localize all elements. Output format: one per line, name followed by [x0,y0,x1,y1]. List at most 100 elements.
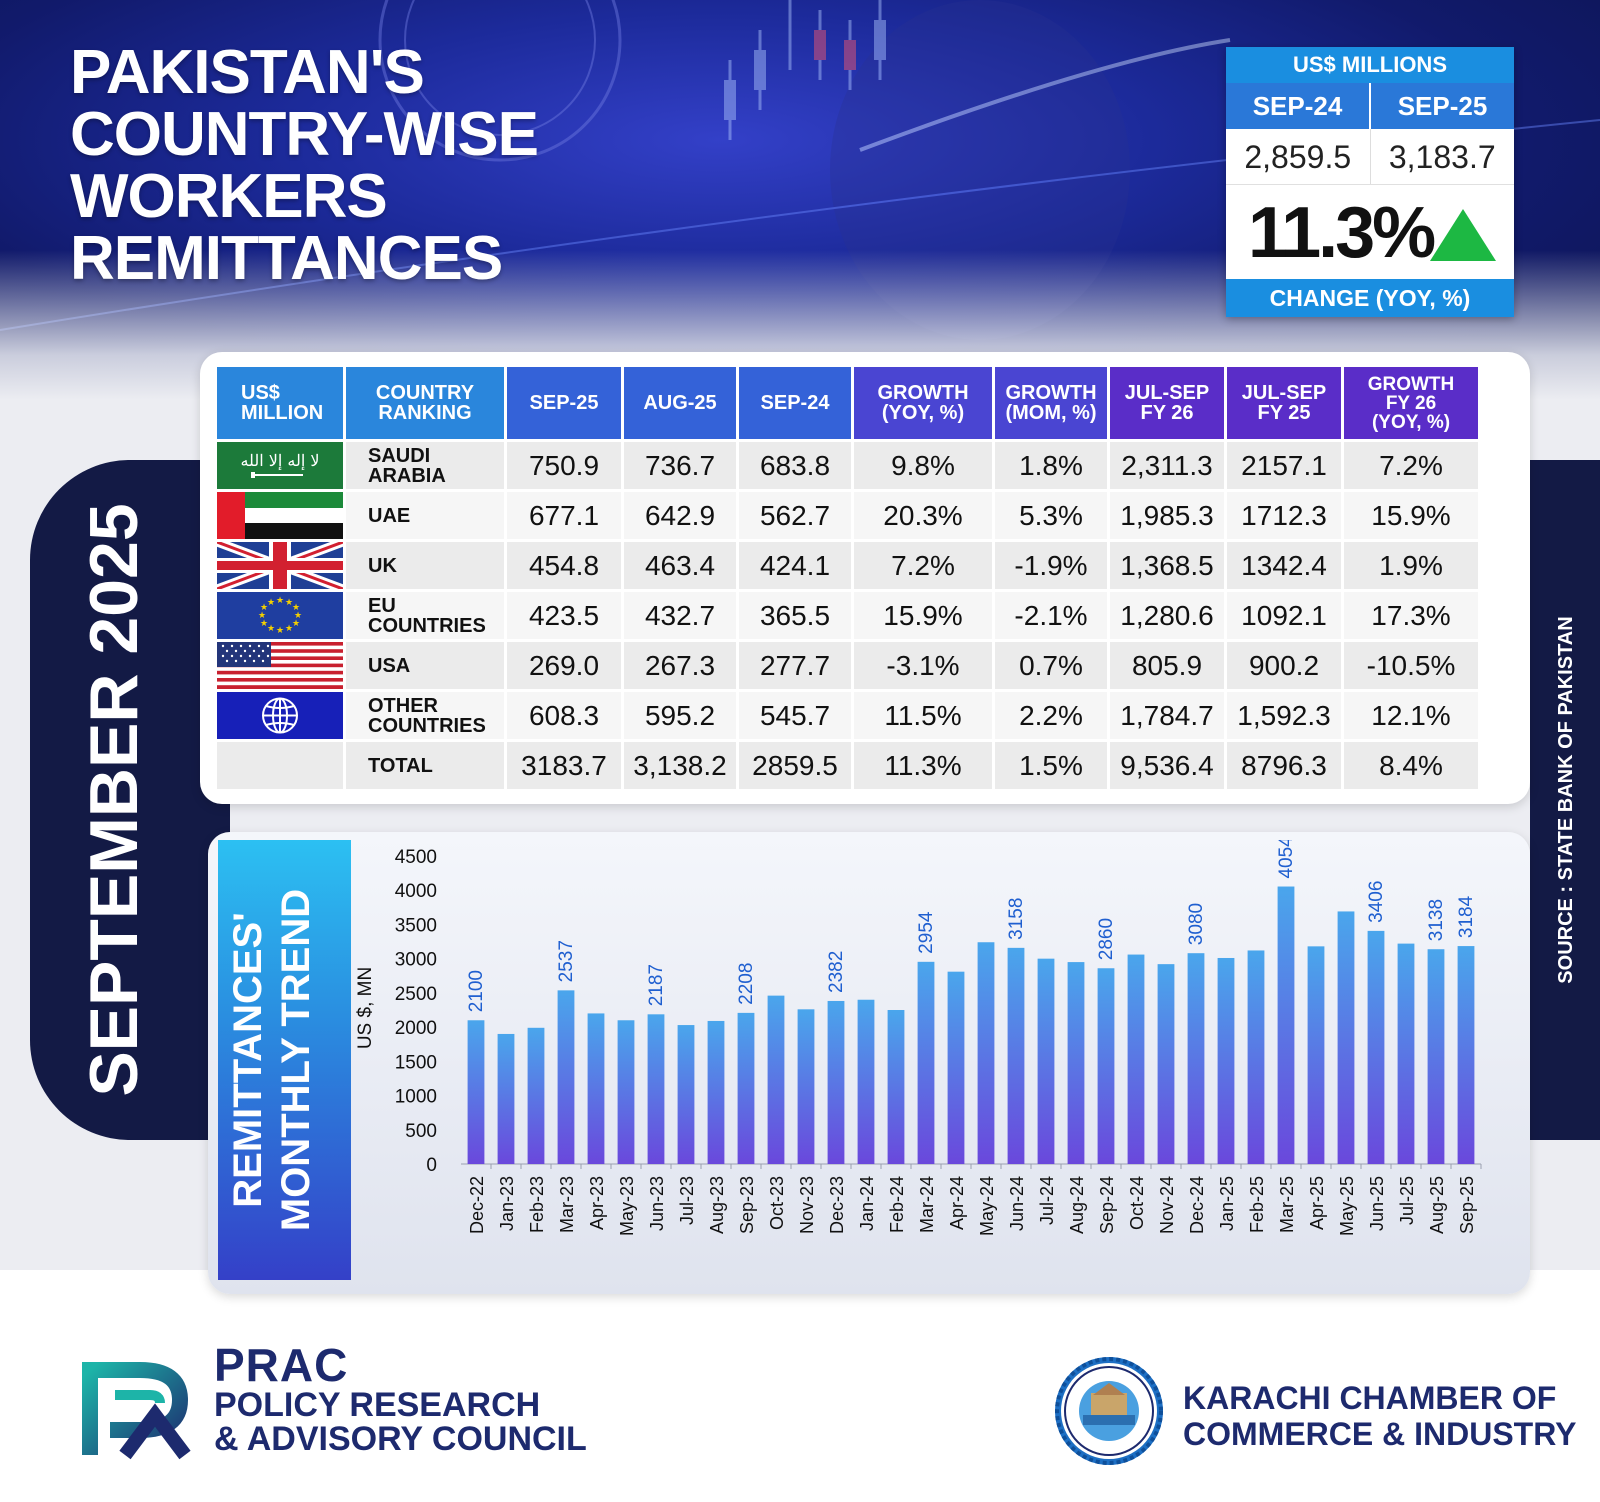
summary-change-value: 11.3% [1248,193,1436,273]
x-tick-label: Dec-22 [467,1176,487,1234]
bar [857,999,875,1164]
x-tick-label: Sep-25 [1457,1176,1477,1234]
uk-flag-icon [217,542,343,589]
cell-growth-fy26: 12.1% [1344,692,1478,739]
up-arrow-icon [1430,209,1496,261]
cell-julsep-fy25: 1342.4 [1227,542,1341,589]
chart-title-line: REMITTANCES' [226,912,270,1208]
cell-sep24: 365.5 [739,592,851,639]
header-line: (MOM, %) [1005,402,1097,424]
country-line: ARABIA [368,464,446,487]
header-line: COUNTRY [375,382,475,404]
page-title: PAKISTAN'S COUNTRY-WISE WORKERS REMITTAN… [70,42,590,290]
table-row: UAE 677.1 642.9 562.7 20.3% 5.3% 1,985.3… [217,492,1478,539]
bar [707,1020,725,1164]
bar [1037,958,1055,1164]
x-tick-label: Feb-23 [527,1176,547,1233]
country-line: EU [368,594,396,617]
bar-value-label: 2187 [646,964,667,1006]
cell-aug25: 267.3 [624,642,736,689]
bar [977,942,995,1164]
svg-text:★: ★ [292,619,300,629]
cell-growth-yoy: 11.3% [854,742,992,789]
bar [587,1013,605,1164]
header-line: FY 26 [1385,392,1437,414]
cell-julsep-fy25: 2157.1 [1227,442,1341,489]
cell-growth-yoy: 7.2% [854,542,992,589]
source-label: SOURCE : STATE BANK OF PAKISTAN [1555,616,1577,984]
cell-julsep-fy25: 8796.3 [1227,742,1341,789]
x-tick-label: Mar-24 [917,1176,937,1233]
kcci-text: KARACHI CHAMBER OF COMMERCE & INDUSTRY [1183,1380,1576,1452]
flag-cell-empty [217,742,343,789]
cell-sep25: 423.5 [507,592,621,639]
header-growth-mom: GROWTH (MOM, %) [995,367,1107,439]
prac-logo-icon [82,1362,191,1460]
x-tick-label: Feb-25 [1247,1176,1267,1233]
bar [527,1027,545,1164]
svg-text:★: ★ [276,596,284,606]
cell-aug25: 432.7 [624,592,736,639]
header-sep25: SEP-25 [507,367,621,439]
bar [1187,953,1205,1164]
y-axis-title: US $, MN [355,967,376,1049]
x-tick-label: Mar-25 [1277,1176,1297,1233]
header-line: FY 26 [1140,402,1194,424]
x-tick-label: Aug-25 [1427,1176,1447,1234]
remittance-table-card: US$ MILLION COUNTRY RANKING SEP-25 AUG-25 … [200,352,1530,804]
cell-growth-mom: -2.1% [995,592,1107,639]
table-row: ﻻ إله إلا الله SAUDI ARABIA 750.9 736.7 6… [217,442,1478,489]
bar-value-label: 2208 [736,963,757,1005]
month-label: SEPTEMBER 2025 [76,503,152,1097]
y-tick-label: 2000 [395,1018,437,1039]
header-growth-fy26: GROWTH FY 26 (YOY, %) [1344,367,1478,439]
x-tick-label: Sep-23 [737,1176,757,1234]
summary-value-sep25: 3,183.7 [1388,139,1496,175]
bar-value-label: 3138 [1426,899,1447,941]
country-name: SAUDI ARABIA [346,442,504,489]
country-name: USA [346,642,504,689]
country-line: SAUDI [368,444,431,467]
bar [617,1020,635,1164]
cell-sep24: 424.1 [739,542,851,589]
bar [1277,886,1295,1164]
kcci-seal-icon [1055,1357,1163,1465]
y-tick-label: 3500 [395,915,437,936]
chart-title: REMITTANCES' MONTHLY TREND [224,850,344,1270]
left-side-panel [30,460,230,1140]
bar-value-label: 2954 [916,911,937,954]
bar [497,1033,515,1164]
table-row: ★ ★ ★ ★ ★ ★ ★ ★ ★ ★ ★ ★ EU COUNTRIES 423.5 432.7 365… [217,592,1478,639]
bar [557,990,575,1164]
cell-growth-mom: 5.3% [995,492,1107,539]
bar [1007,947,1025,1164]
header-growth-yoy: GROWTH (YOY, %) [854,367,992,439]
bar [797,1009,815,1164]
x-tick-label: May-23 [617,1176,637,1236]
cell-julsep-fy26: 1,280.6 [1110,592,1224,639]
y-tick-label: 500 [405,1121,437,1142]
cell-sep25: 608.3 [507,692,621,739]
x-tick-label: Aug-24 [1067,1176,1087,1234]
bar [677,1025,695,1164]
cell-growth-fy26: 7.2% [1344,442,1478,489]
header-line: (YOY, %) [1371,411,1451,433]
bar [737,1012,755,1164]
cell-growth-yoy: 11.5% [854,692,992,739]
chart-title-line: MONTHLY TREND [274,888,318,1232]
x-tick-label: Feb-24 [887,1176,907,1233]
cell-growth-mom: 0.7% [995,642,1107,689]
bar [1247,950,1265,1164]
svg-text:★: ★ [276,626,284,636]
bar [767,995,785,1164]
summary-col-sep24: SEP-24 [1226,83,1371,129]
y-tick-label: 1500 [395,1052,437,1073]
prac-name: PRAC [214,1339,349,1391]
svg-text:★: ★ [294,611,302,621]
flag-cell: ﻻ إله إلا الله [217,442,343,489]
cell-growth-mom: 1.8% [995,442,1107,489]
x-tick-label: Jul-25 [1397,1176,1417,1225]
x-tick-label: Apr-24 [947,1176,967,1230]
cell-aug25: 642.9 [624,492,736,539]
country-line: COUNTRIES [368,714,486,737]
